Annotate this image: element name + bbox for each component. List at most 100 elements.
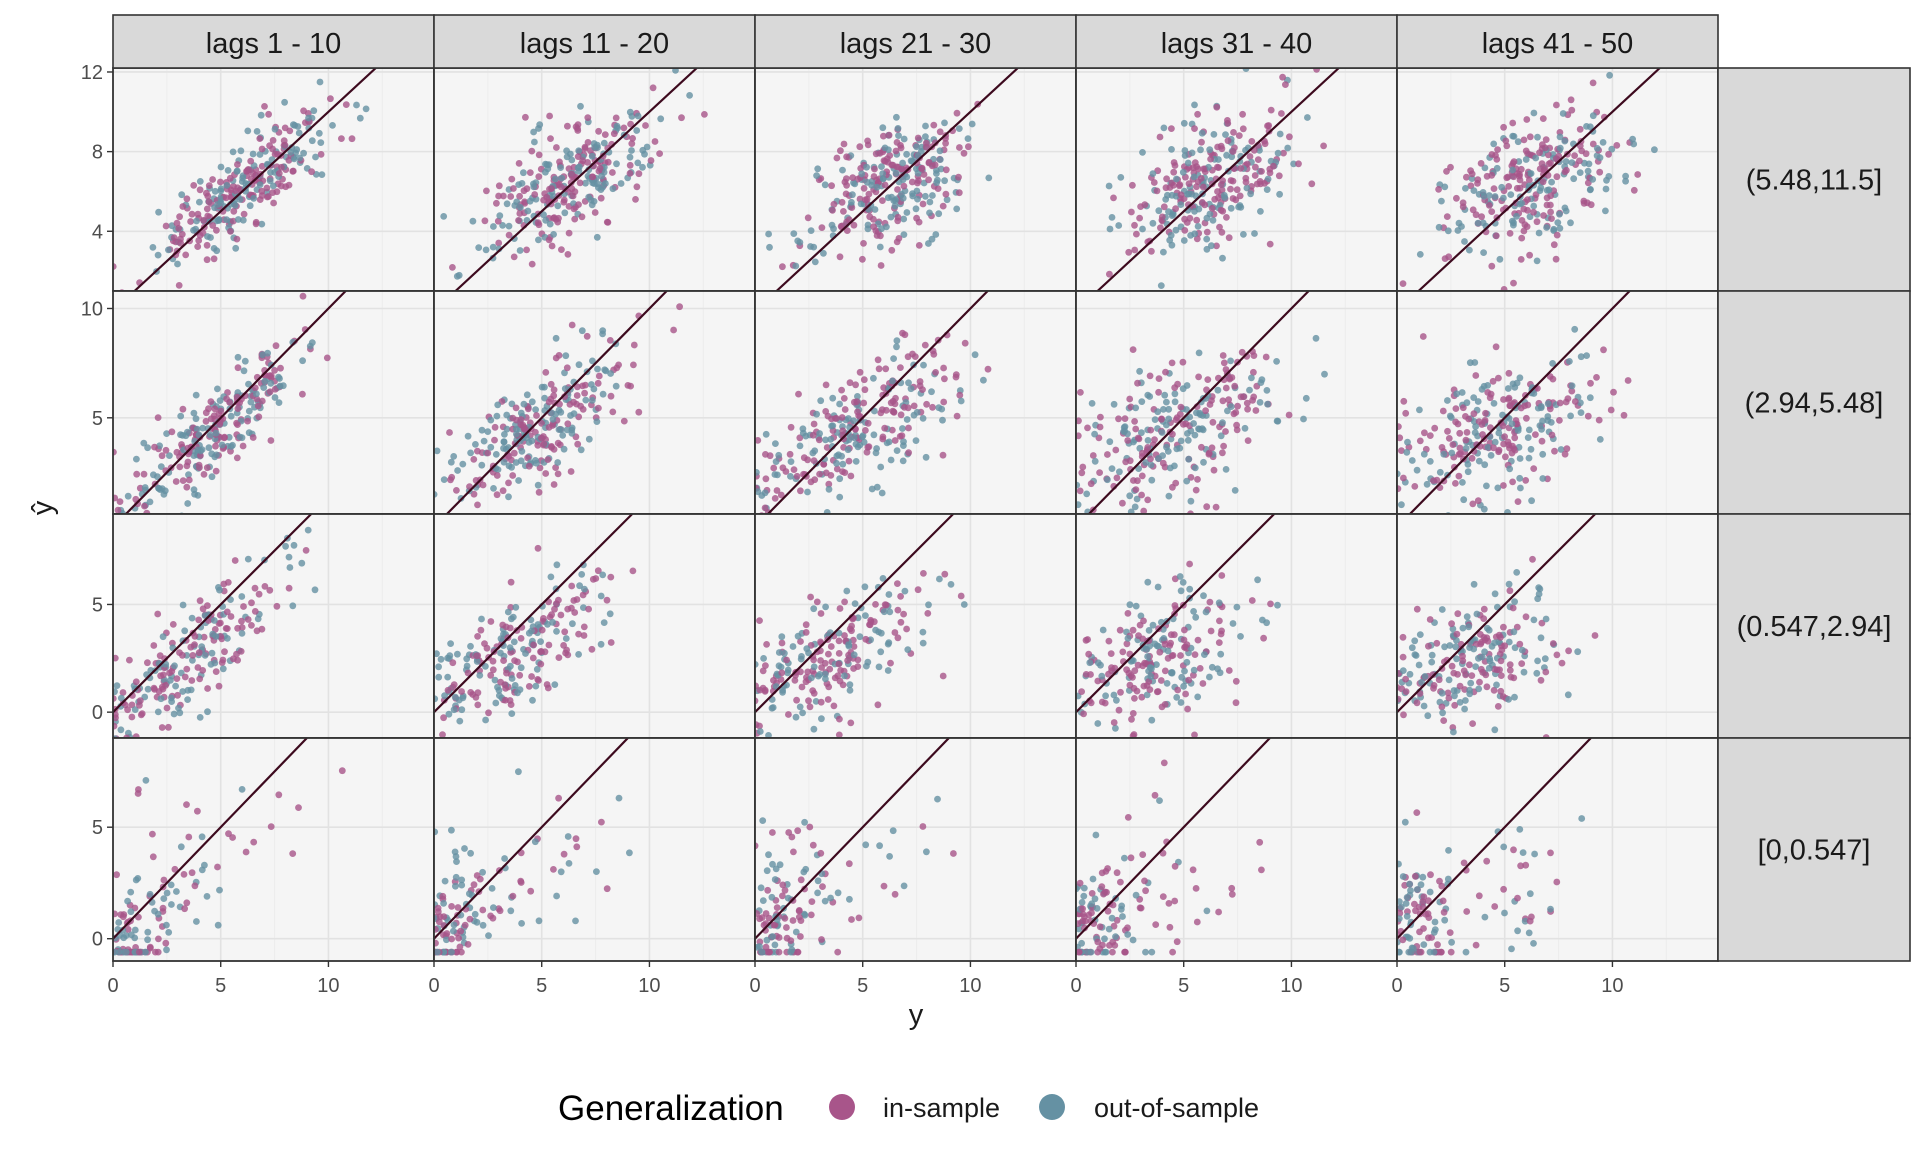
point-out-of-sample bbox=[941, 177, 948, 185]
point-out-of-sample bbox=[1401, 818, 1409, 826]
point-out-of-sample bbox=[1541, 655, 1549, 663]
point-out-of-sample bbox=[179, 688, 187, 695]
point-in-sample bbox=[1562, 398, 1570, 406]
point-out-of-sample bbox=[1556, 210, 1563, 218]
point-out-of-sample bbox=[496, 212, 504, 220]
point-out-of-sample bbox=[985, 174, 993, 182]
reference-line-y-equals-x bbox=[767, 291, 989, 514]
point-out-of-sample bbox=[1142, 948, 1149, 956]
point-out-of-sample bbox=[810, 243, 818, 251]
point-out-of-sample bbox=[530, 128, 537, 136]
point-out-of-sample bbox=[792, 262, 800, 270]
point-out-of-sample bbox=[1498, 183, 1506, 191]
point-in-sample bbox=[1595, 416, 1603, 424]
point-out-of-sample bbox=[913, 143, 920, 151]
point-out-of-sample bbox=[1527, 445, 1535, 453]
row-strips: (5.48,11.5](2.94,5.48](0.547,2.94][0,0.5… bbox=[1717, 67, 1911, 962]
point-out-of-sample bbox=[276, 375, 283, 382]
point-out-of-sample bbox=[886, 608, 894, 616]
point-in-sample bbox=[174, 691, 182, 699]
point-in-sample bbox=[1194, 636, 1202, 644]
point-out-of-sample bbox=[854, 443, 862, 451]
point-in-sample bbox=[1139, 851, 1147, 858]
point-in-sample bbox=[781, 886, 789, 894]
point-in-sample bbox=[544, 456, 552, 463]
point-out-of-sample bbox=[217, 199, 225, 207]
point-in-sample bbox=[162, 939, 170, 947]
point-in-sample bbox=[1077, 389, 1084, 396]
point-in-sample bbox=[1571, 152, 1578, 160]
point-out-of-sample bbox=[1076, 925, 1083, 933]
point-out-of-sample bbox=[846, 895, 853, 903]
point-out-of-sample bbox=[507, 907, 515, 915]
point-out-of-sample bbox=[868, 485, 876, 493]
point-out-of-sample bbox=[1532, 154, 1540, 162]
point-out-of-sample bbox=[233, 168, 241, 175]
point-in-sample bbox=[160, 671, 167, 679]
point-out-of-sample bbox=[827, 435, 835, 443]
point-out-of-sample bbox=[167, 881, 175, 889]
point-in-sample bbox=[1182, 420, 1190, 428]
point-out-of-sample bbox=[1561, 137, 1569, 145]
point-in-sample bbox=[191, 632, 199, 640]
point-in-sample bbox=[149, 853, 157, 861]
point-out-of-sample bbox=[165, 929, 173, 936]
point-in-sample bbox=[542, 470, 550, 477]
point-in-sample bbox=[548, 242, 556, 250]
point-in-sample bbox=[1233, 426, 1241, 434]
point-in-sample bbox=[779, 881, 787, 889]
point-out-of-sample bbox=[1441, 643, 1448, 651]
point-in-sample bbox=[440, 913, 448, 920]
point-in-sample bbox=[434, 925, 439, 933]
point-in-sample bbox=[258, 397, 266, 405]
point-in-sample bbox=[1087, 480, 1095, 488]
point-out-of-sample bbox=[1444, 397, 1451, 404]
point-in-sample bbox=[797, 933, 804, 940]
point-in-sample bbox=[828, 415, 835, 423]
point-in-sample bbox=[1481, 417, 1489, 424]
point-in-sample bbox=[984, 365, 992, 373]
point-in-sample bbox=[1463, 908, 1471, 915]
point-in-sample bbox=[1215, 194, 1222, 202]
point-in-sample bbox=[540, 440, 548, 448]
point-out-of-sample bbox=[1397, 915, 1403, 922]
point-in-sample bbox=[1252, 163, 1259, 171]
point-out-of-sample bbox=[1181, 152, 1189, 159]
point-out-of-sample bbox=[941, 119, 948, 127]
point-out-of-sample bbox=[766, 243, 773, 251]
point-out-of-sample bbox=[1191, 431, 1199, 439]
point-out-of-sample bbox=[1208, 663, 1216, 671]
point-in-sample bbox=[1239, 110, 1246, 118]
point-out-of-sample bbox=[1510, 219, 1517, 227]
point-out-of-sample bbox=[287, 149, 295, 156]
point-out-of-sample bbox=[1596, 436, 1604, 443]
point-in-sample bbox=[501, 681, 509, 688]
point-in-sample bbox=[173, 448, 181, 456]
point-in-sample bbox=[1082, 671, 1090, 678]
point-out-of-sample bbox=[822, 675, 829, 683]
point-out-of-sample bbox=[117, 694, 125, 702]
point-in-sample bbox=[220, 580, 228, 588]
point-in-sample bbox=[338, 135, 345, 143]
point-out-of-sample bbox=[1092, 831, 1100, 839]
point-out-of-sample bbox=[271, 125, 279, 133]
point-in-sample bbox=[1199, 183, 1207, 191]
point-in-sample bbox=[544, 684, 552, 692]
point-in-sample bbox=[204, 685, 212, 692]
point-in-sample bbox=[804, 456, 811, 464]
point-in-sample bbox=[813, 598, 821, 606]
point-in-sample bbox=[183, 483, 191, 491]
point-in-sample bbox=[578, 213, 586, 221]
point-out-of-sample bbox=[526, 197, 534, 205]
point-out-of-sample bbox=[1428, 651, 1436, 659]
point-out-of-sample bbox=[1184, 436, 1192, 444]
point-in-sample bbox=[434, 939, 439, 947]
point-out-of-sample bbox=[193, 217, 200, 225]
point-in-sample bbox=[1477, 640, 1484, 648]
point-in-sample bbox=[183, 665, 191, 673]
point-out-of-sample bbox=[1149, 621, 1157, 629]
column-strip bbox=[1075, 14, 1398, 69]
point-in-sample bbox=[547, 380, 555, 388]
point-out-of-sample bbox=[1586, 394, 1594, 402]
